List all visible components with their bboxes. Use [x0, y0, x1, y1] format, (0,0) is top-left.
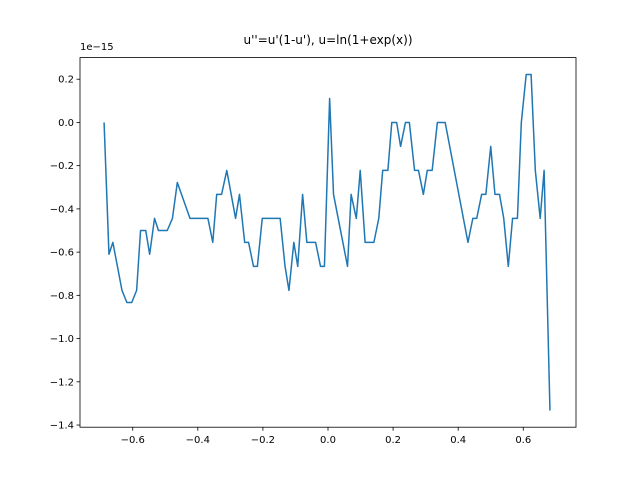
chart-title: u''=u'(1-u'), u=ln(1+exp(x))	[243, 33, 412, 47]
y-tick-label: 0.0	[58, 118, 74, 129]
x-tick-label: 0.0	[320, 435, 336, 446]
x-tick-label: 0.4	[450, 435, 466, 446]
y-tick-label: −1.4	[50, 421, 74, 432]
y-offset-label: 1e−15	[80, 42, 114, 53]
y-tick-label: −0.2	[50, 161, 74, 172]
data-line	[103, 73, 551, 411]
y-tick-label: −0.6	[50, 248, 74, 259]
x-tick-label: 0.6	[515, 435, 531, 446]
y-tick-label: −1.2	[50, 377, 74, 388]
x-tick-label: −0.2	[251, 435, 275, 446]
axes-frame	[79, 57, 577, 428]
y-tick-label: −0.4	[50, 204, 74, 215]
y-tick-label: 0.2	[58, 75, 74, 86]
y-tick-label: −1.0	[50, 334, 74, 345]
x-tick-label: −0.6	[121, 435, 145, 446]
y-tick-label: −0.8	[50, 291, 74, 302]
x-tick-label: −0.4	[186, 435, 210, 446]
x-tick-label: 0.2	[385, 435, 401, 446]
